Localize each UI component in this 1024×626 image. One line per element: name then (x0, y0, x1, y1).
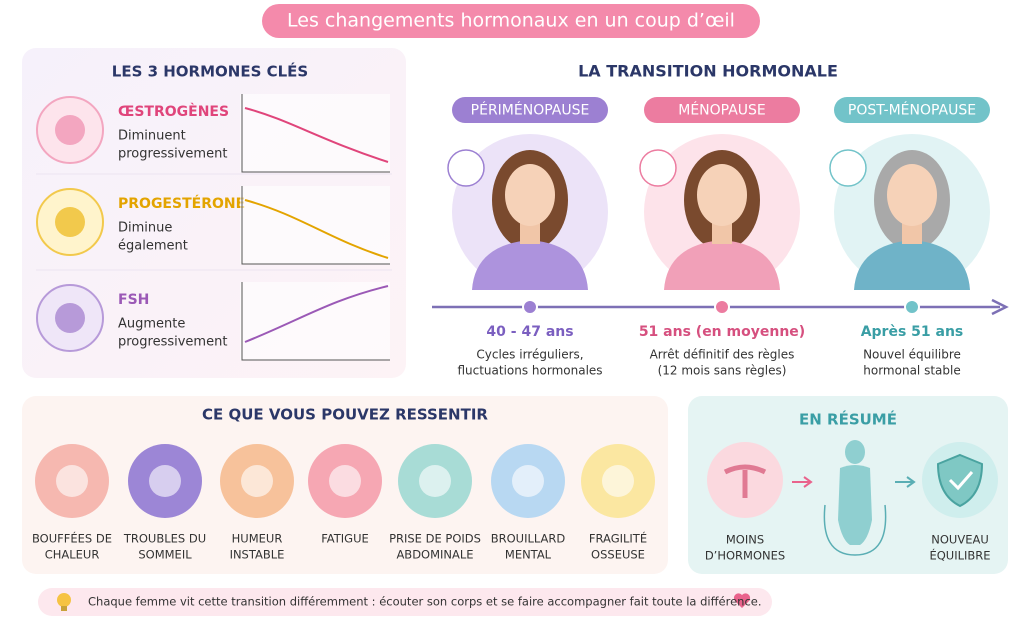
chart-axes (241, 186, 390, 265)
hormone-description: Diminuent (118, 129, 186, 144)
symptom-icon-inner (512, 465, 544, 497)
stage-pill (452, 97, 608, 123)
symptom-label: INSTABLE (230, 548, 285, 562)
face (697, 164, 747, 226)
chart-axes (241, 282, 390, 361)
mini-chart (240, 282, 390, 360)
title-pill (262, 4, 760, 38)
symptom-label: FATIGUE (321, 532, 369, 546)
symptom-label: BROUILLARD (491, 532, 566, 546)
symptom-label: PRISE DE POIDS (389, 532, 481, 546)
stage-description: Nouvel équilibre (863, 348, 961, 362)
symptom-icon-inner (329, 465, 361, 497)
symptom-label: TROUBLES DU (123, 532, 206, 546)
symptom-icon-inner (149, 465, 181, 497)
hormone-name: ŒSTROGÈNES (118, 103, 229, 120)
shirt (854, 240, 970, 290)
symptom-icon-inner (241, 465, 273, 497)
summary-label: NOUVEAU (931, 533, 989, 547)
stage-label: PÉRIMÉNOPAUSE (471, 102, 590, 119)
bulb-base (61, 606, 67, 611)
stage-description: Cycles irréguliers, (476, 348, 583, 362)
timeline-dot (714, 299, 730, 315)
summary-label: MOINS (726, 533, 764, 547)
heart-icon (733, 593, 751, 608)
symptom-label: BOUFFÉES DE (32, 531, 112, 546)
section-title: LES 3 HORMONES CLÉS (112, 62, 308, 81)
symptom-label: OSSEUSE (591, 548, 645, 562)
arrow (895, 476, 916, 488)
stage-pill (644, 97, 800, 123)
timeline-arrow (991, 298, 1009, 316)
symptom-label: CHALEUR (45, 548, 100, 562)
section-title: EN RÉSUMÉ (799, 410, 897, 429)
symptom-label: HUMEUR (232, 532, 283, 546)
mini-chart (240, 94, 390, 172)
hormone-name: PROGESTÉRONE (118, 195, 245, 212)
stage-age: 51 ans (en moyenne) (639, 324, 805, 340)
face (887, 164, 937, 226)
footer-pill (38, 588, 772, 616)
stage-label: MÉNOPAUSE (678, 102, 766, 119)
trend-line (244, 199, 389, 259)
main-title: Les changements hormonaux en un coup d’œ… (287, 10, 735, 32)
mini-chart (240, 186, 390, 264)
hormone-description: progressivement (118, 147, 227, 162)
stage-badge (447, 149, 485, 187)
shirt (472, 240, 588, 290)
shield-icon (936, 453, 984, 508)
hormone-icon-inner (55, 207, 85, 237)
stage-description: fluctuations hormonales (457, 364, 602, 378)
summary-label: D’HORMONES (705, 549, 785, 563)
stage-badge (639, 149, 677, 187)
section-title: CE QUE VOUS POUVEZ RESSENTIR (202, 406, 488, 424)
hormone-icon-inner (55, 303, 85, 333)
trend-line (244, 285, 389, 343)
section-title: LA TRANSITION HORMONALE (578, 62, 838, 81)
hormone-icon-inner (55, 115, 85, 145)
symptom-label: MENTAL (505, 548, 552, 562)
symptom-icon-inner (56, 465, 88, 497)
shirt (664, 240, 780, 290)
hormone-description: Diminue (118, 221, 172, 236)
check-icon (948, 471, 974, 491)
trend-line (244, 107, 389, 163)
body-head (845, 440, 865, 464)
cycle-arrow (823, 504, 887, 556)
hormone-name: FSH (118, 292, 149, 308)
symptom-icon-inner (419, 465, 451, 497)
hormone-description: Augmente (118, 317, 185, 332)
hormone-description: également (118, 239, 188, 254)
uterus-icon (723, 464, 767, 498)
stage-badge (829, 149, 867, 187)
timeline-dot (522, 299, 538, 315)
symptom-label: FRAGILITÉ (589, 531, 647, 546)
stage-description: Arrêt définitif des règles (650, 348, 795, 362)
symptom-icon-inner (602, 465, 634, 497)
body-silhouette (838, 465, 872, 545)
stage-description: hormonal stable (863, 364, 960, 378)
stage-description: (12 mois sans règles) (658, 364, 787, 378)
summary-label: ÉQUILIBRE (929, 548, 990, 563)
stage-age: 40 - 47 ans (486, 324, 573, 340)
bulb-icon (57, 593, 71, 607)
stage-age: Après 51 ans (861, 324, 964, 340)
arrow (792, 476, 813, 488)
symptom-label: SOMMEIL (138, 548, 192, 562)
stage-pill (834, 97, 990, 123)
symptom-label: ABDOMINALE (396, 548, 473, 562)
stage-label: POST-MÉNOPAUSE (848, 102, 976, 119)
hormone-description: progressivement (118, 335, 227, 350)
timeline-dot (904, 299, 920, 315)
footer-text: Chaque femme vit cette transition différ… (88, 595, 762, 609)
face (505, 164, 555, 226)
chart-axes (241, 94, 390, 173)
